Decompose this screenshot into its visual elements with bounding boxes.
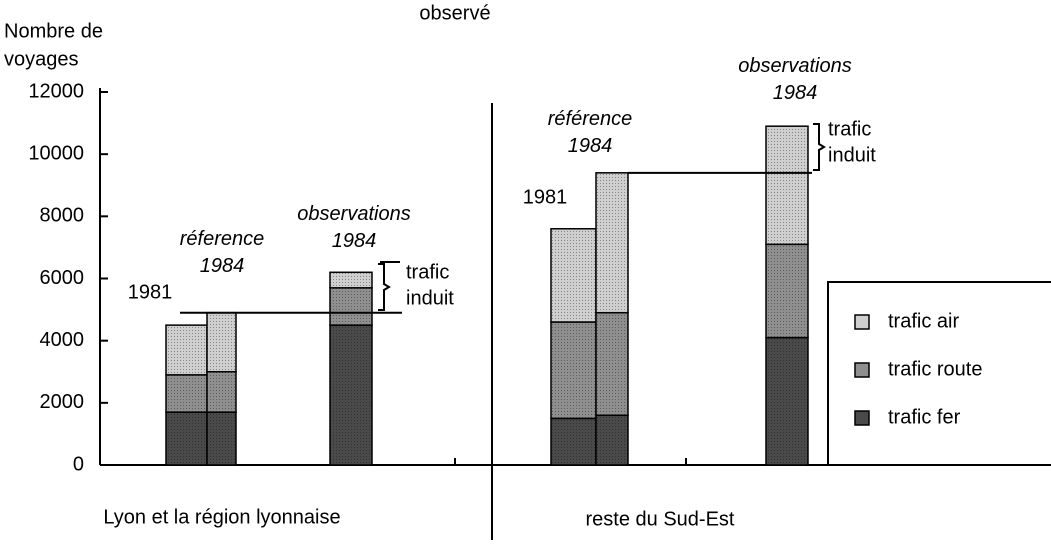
bar-texture bbox=[207, 412, 236, 465]
bar-texture bbox=[166, 374, 207, 413]
bar-texture bbox=[766, 337, 808, 465]
legend-label: trafic route bbox=[888, 358, 982, 380]
bar-label: observations 1984 bbox=[738, 55, 851, 104]
legend-label: trafic air bbox=[888, 310, 959, 332]
annotation: trafic bbox=[406, 261, 449, 283]
y-axis-label: voyages bbox=[4, 48, 79, 70]
bar-texture bbox=[596, 312, 628, 416]
y-tick-label: 10000 bbox=[28, 142, 84, 164]
annotation: induit bbox=[406, 287, 454, 309]
bracket bbox=[378, 263, 391, 311]
y-tick-label: 0 bbox=[73, 453, 84, 475]
legend-swatch bbox=[854, 362, 870, 378]
bar-label: référence 1984 bbox=[548, 108, 633, 157]
bar-texture bbox=[766, 244, 808, 338]
bar-texture bbox=[551, 418, 596, 465]
y-axis-label: Nombre de bbox=[4, 20, 103, 42]
y-tick-label: 2000 bbox=[40, 391, 85, 413]
bar-texture bbox=[330, 272, 372, 288]
bar-texture bbox=[596, 415, 628, 465]
chart-title: observé bbox=[419, 2, 490, 24]
bar-texture bbox=[596, 172, 628, 313]
bar-texture bbox=[330, 287, 372, 326]
legend-label: trafic fer bbox=[888, 406, 961, 428]
bar-texture bbox=[207, 312, 236, 372]
bar-label: réference 1984 bbox=[180, 228, 265, 277]
annotation: trafic bbox=[828, 118, 871, 140]
bar-texture bbox=[551, 322, 596, 419]
bar-label: 1981 bbox=[523, 186, 568, 208]
y-tick-label: 6000 bbox=[40, 267, 85, 289]
legend-swatch bbox=[854, 410, 870, 426]
group-label: reste du Sud-Est bbox=[586, 508, 735, 530]
legend-swatch bbox=[854, 314, 870, 330]
bracket bbox=[813, 123, 826, 171]
group-label: Lyon et la région lyonnaise bbox=[103, 506, 340, 528]
bar-label: 1981 bbox=[128, 281, 173, 303]
bar-texture bbox=[166, 325, 207, 375]
y-tick-label: 4000 bbox=[40, 329, 85, 351]
bar-texture bbox=[551, 228, 596, 323]
y-tick-label: 12000 bbox=[28, 80, 84, 102]
bar-texture bbox=[207, 371, 236, 413]
bar-label: observations 1984 bbox=[297, 203, 410, 252]
annotation: induit bbox=[828, 144, 876, 166]
y-tick-label: 8000 bbox=[40, 205, 85, 227]
bar-texture bbox=[766, 126, 808, 245]
bar-texture bbox=[166, 412, 207, 465]
bar-texture bbox=[330, 325, 372, 465]
